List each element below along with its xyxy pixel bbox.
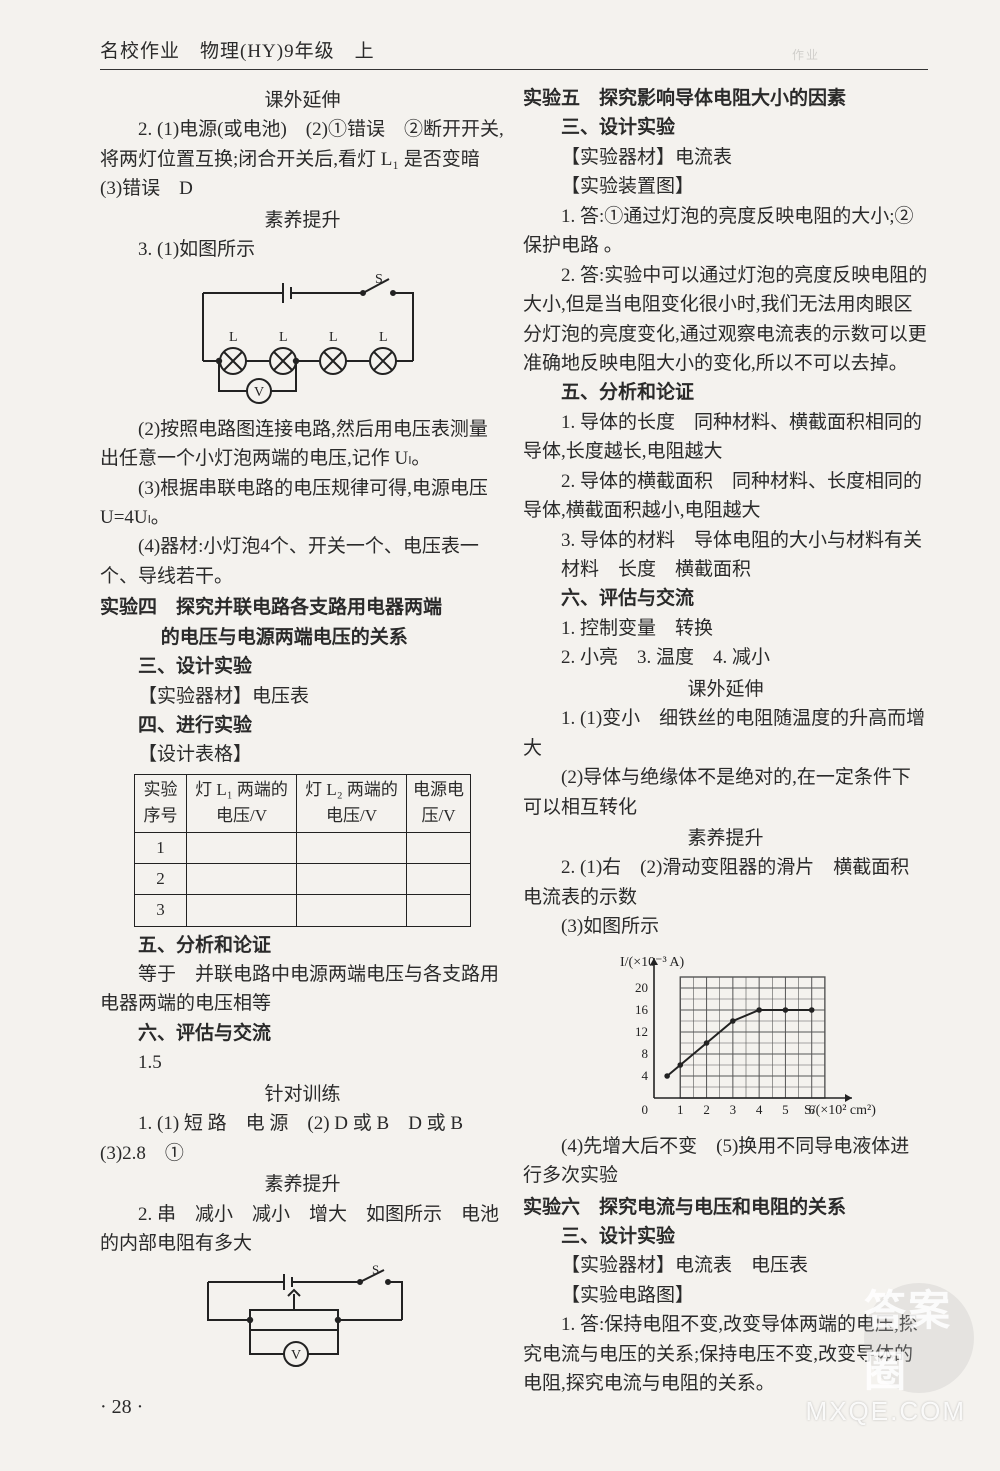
svg-text:3: 3 bbox=[729, 1102, 736, 1117]
left-s5-heading: 五、分析和论证 bbox=[100, 931, 505, 960]
right-a5-4: 材料 长度 横截面积 bbox=[523, 555, 928, 584]
svg-text:L: L bbox=[329, 330, 338, 345]
right-s3-heading: 三、设计实验 bbox=[523, 113, 928, 142]
svg-text:8: 8 bbox=[641, 1046, 648, 1061]
left-s3-heading: 三、设计实验 bbox=[100, 652, 505, 681]
svg-text:S/(×10² cm²): S/(×10² cm²) bbox=[804, 1103, 876, 1118]
chart-i-vs-s: 123456481216200I/(×10⁻³ A)S/(×10² cm²) bbox=[523, 948, 928, 1128]
exp5-title: 实验五 探究影响导体电阻大小的因素 bbox=[523, 84, 928, 113]
left-q3-2: (2)按照电路图连接电路,然后用电压表测量出任意一个小灯泡两端的电压,记作 Uₗ… bbox=[100, 415, 505, 474]
svg-text:16: 16 bbox=[635, 1002, 649, 1017]
svg-text:S: S bbox=[372, 1264, 379, 1277]
right-column: 实验五 探究影响导体电阻大小的因素 三、设计实验 【实验器材】电流表 【实验装置… bbox=[523, 84, 928, 1423]
left-s6-heading: 六、评估与交流 bbox=[100, 1019, 505, 1048]
svg-text:4: 4 bbox=[755, 1102, 762, 1117]
svg-text:20: 20 bbox=[635, 980, 648, 995]
right-a5-2: 2. 导体的横截面积 同种材料、长度相同的导体,横截面积越小,电阻越大 bbox=[523, 467, 928, 526]
table-col-1: 实验序号 bbox=[135, 774, 187, 832]
right-a5-1: 1. 导体的长度 同种材料、横截面积相同的导体,长度越长,电阻越大 bbox=[523, 408, 928, 467]
circuit-4lamp-series: S bbox=[100, 271, 505, 411]
table-col-4: 电源电压/V bbox=[407, 774, 471, 832]
left-s4-heading: 四、进行实验 bbox=[100, 711, 505, 740]
exp6-title: 实验六 探究电流与电压和电阻的关系 bbox=[523, 1193, 928, 1222]
page-number: · 28 · bbox=[100, 1392, 505, 1423]
svg-text:5: 5 bbox=[782, 1102, 789, 1117]
left-s4-table-label: 【设计表格】 bbox=[100, 740, 505, 769]
table-row: 1 bbox=[135, 832, 187, 863]
left-q3-3: (3)根据串联电路的电压规律可得,电源电压 U=4Uₗ。 bbox=[100, 474, 505, 533]
right-a6-2: 2. 小亮 3. 温度 4. 减小 bbox=[523, 643, 928, 672]
watermark-url: MXQE.COM bbox=[806, 1396, 966, 1427]
right-a1: 1. 答:①通过灯泡的亮度反映电阻的大小;②保护电路 。 bbox=[523, 202, 928, 261]
left-q3-lead: 3. (1)如图所示 bbox=[100, 235, 505, 264]
left-q3-4: (4)器材:小灯泡4个、开关一个、电压表一个、导线若干。 bbox=[100, 532, 505, 591]
heading-suyang-tisheng-r: 素养提升 bbox=[523, 824, 928, 853]
svg-text:1: 1 bbox=[677, 1102, 684, 1117]
right-sy2-3: (3)如图所示 bbox=[523, 912, 928, 941]
heading-suyang-tisheng-2: 素养提升 bbox=[100, 1170, 505, 1199]
table-row: 3 bbox=[135, 895, 187, 926]
right-s5-heading: 五、分析和论证 bbox=[523, 378, 928, 407]
svg-text:L: L bbox=[279, 330, 288, 345]
faint-overline: 作业 bbox=[792, 46, 820, 63]
heading-zhendui-xunlian: 针对训练 bbox=[100, 1080, 505, 1109]
right-sy2-1: 2. (1)右 (2)滑动变阻器的滑片 横截面积 电流表的示数 bbox=[523, 853, 928, 912]
table-row: 2 bbox=[135, 863, 187, 894]
exp4-title-2: 的电压与电源两端电压的关系 bbox=[100, 623, 505, 652]
left-s6-val: 1.5 bbox=[100, 1048, 505, 1077]
left-column: 课外延伸 2. (1)电源(或电池) (2)①错误 ②断开开关,将两灯位置互换;… bbox=[100, 84, 505, 1423]
right-sy2-4: (4)先增大后不变 (5)换用不同导电液体进行多次实验 bbox=[523, 1132, 928, 1191]
heading-kewai-yanshen-r: 课外延伸 bbox=[523, 675, 928, 704]
svg-text:V: V bbox=[291, 1348, 301, 1363]
left-s3-equip: 【实验器材】电压表 bbox=[100, 682, 505, 711]
left-q2: 2. (1)电源(或电池) (2)①错误 ②断开开关,将两灯位置互换;闭合开关后… bbox=[100, 115, 505, 203]
svg-text:V: V bbox=[254, 385, 264, 400]
left-sy2: 2. 串 减小 减小 增大 如图所示 电池的内部电阻有多大 bbox=[100, 1200, 505, 1259]
svg-text:12: 12 bbox=[635, 1024, 648, 1039]
watermark-circle: 答案圈 bbox=[864, 1283, 974, 1393]
svg-text:4: 4 bbox=[641, 1068, 648, 1083]
right-a6-1: 1. 控制变量 转换 bbox=[523, 614, 928, 643]
right-s6-heading: 六、评估与交流 bbox=[523, 584, 928, 613]
svg-text:L: L bbox=[229, 330, 238, 345]
circuit-rheostat-voltmeter: S V bbox=[100, 1264, 505, 1374]
svg-text:2: 2 bbox=[703, 1102, 710, 1117]
right-k1: 1. (1)变小 细铁丝的电阻随温度的升高而增大 bbox=[523, 704, 928, 763]
svg-text:I/(×10⁻³ A): I/(×10⁻³ A) bbox=[620, 955, 685, 970]
svg-text:S: S bbox=[375, 272, 383, 287]
right-a2: 2. 答:实验中可以通过灯泡的亮度反映电阻的大小,但是当电阻变化很小时,我们无法… bbox=[523, 261, 928, 379]
exp4-title-1: 实验四 探究并联电路各支路用电器两端 bbox=[100, 593, 505, 622]
table-col-3: 灯 L₂ 两端的电压/V bbox=[297, 774, 407, 832]
right-a5-3: 3. 导体的材料 导体电阻的大小与材料有关 bbox=[523, 526, 928, 555]
right-s3-equip: 【实验器材】电流表 bbox=[523, 143, 928, 172]
heading-kewai-yanshen: 课外延伸 bbox=[100, 86, 505, 115]
heading-suyang-tisheng: 素养提升 bbox=[100, 206, 505, 235]
left-zd1: 1. (1) 短 路 电 源 (2) D 或 B D 或 B (3)2.8 ① bbox=[100, 1109, 505, 1168]
svg-text:0: 0 bbox=[641, 1102, 648, 1117]
right-k2: (2)导体与绝缘体不是绝对的,在一定条件下可以相互转化 bbox=[523, 763, 928, 822]
table-col-2: 灯 L₁ 两端的电压/V bbox=[187, 774, 297, 832]
right-s3-fig: 【实验装置图】 bbox=[523, 172, 928, 201]
design-table: 实验序号 灯 L₁ 两端的电压/V 灯 L₂ 两端的电压/V 电源电压/V 1 … bbox=[134, 774, 471, 927]
left-s5-body: 等于 并联电路中电源两端电压与各支路用电器两端的电压相等 bbox=[100, 960, 505, 1019]
svg-text:L: L bbox=[379, 330, 388, 345]
right-e6-s3: 三、设计实验 bbox=[523, 1222, 928, 1251]
